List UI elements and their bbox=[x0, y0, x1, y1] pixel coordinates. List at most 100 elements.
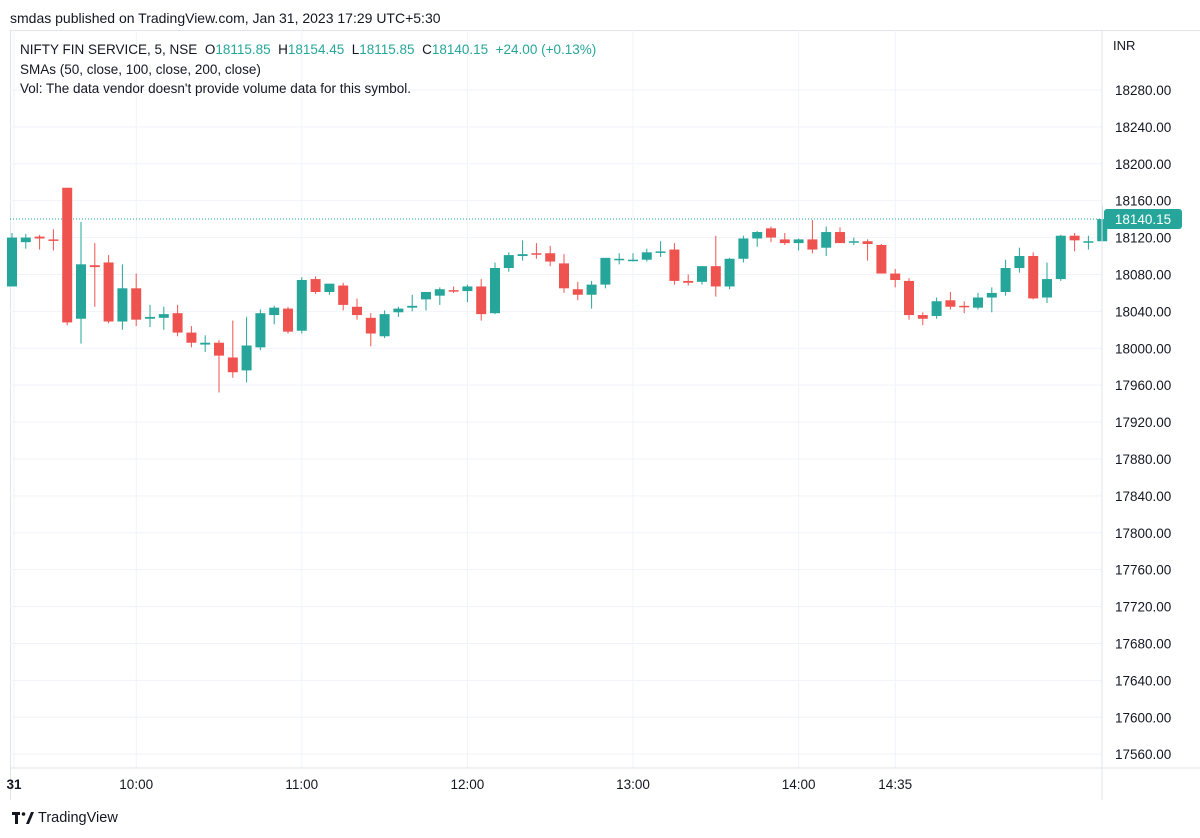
candle[interactable] bbox=[352, 298, 362, 320]
candle-body bbox=[241, 345, 252, 371]
candle[interactable] bbox=[669, 243, 680, 285]
candle[interactable] bbox=[973, 292, 983, 310]
candle[interactable] bbox=[172, 304, 183, 337]
chart-pane[interactable] bbox=[10, 30, 1200, 800]
candle[interactable] bbox=[835, 227, 845, 244]
candle[interactable] bbox=[476, 279, 487, 321]
candle[interactable] bbox=[421, 291, 431, 311]
candle[interactable] bbox=[462, 284, 473, 303]
candle[interactable] bbox=[503, 252, 514, 272]
candle[interactable] bbox=[393, 306, 404, 317]
candle[interactable] bbox=[600, 257, 611, 289]
candle[interactable] bbox=[269, 305, 280, 325]
candle[interactable] bbox=[227, 320, 238, 378]
candle[interactable] bbox=[586, 280, 597, 309]
price-axis[interactable]: 18280.00 18240.00 18200.00 18160.00 18120.00… bbox=[1115, 83, 1171, 762]
candle[interactable] bbox=[710, 235, 721, 297]
candle[interactable] bbox=[186, 326, 197, 348]
candle[interactable] bbox=[1014, 247, 1025, 273]
candle[interactable] bbox=[572, 281, 583, 301]
candle[interactable] bbox=[821, 226, 832, 257]
candle[interactable] bbox=[752, 231, 763, 247]
candle[interactable] bbox=[200, 335, 211, 352]
candle[interactable] bbox=[876, 244, 887, 274]
candle[interactable] bbox=[848, 237, 859, 245]
published-caption: smdas published on TradingView.com, Jan … bbox=[10, 10, 441, 26]
candle[interactable] bbox=[738, 235, 749, 263]
candle[interactable] bbox=[158, 306, 169, 330]
candle[interactable] bbox=[917, 312, 928, 326]
candle[interactable] bbox=[1000, 259, 1011, 296]
candle[interactable] bbox=[145, 304, 155, 328]
candle[interactable] bbox=[76, 221, 86, 344]
candle[interactable] bbox=[793, 238, 804, 251]
candle[interactable] bbox=[683, 274, 694, 286]
candle-body bbox=[724, 258, 735, 287]
candle[interactable] bbox=[531, 243, 542, 259]
candle[interactable] bbox=[62, 187, 73, 326]
candle[interactable] bbox=[1069, 232, 1080, 252]
candle[interactable] bbox=[931, 297, 942, 319]
candle[interactable] bbox=[517, 240, 528, 261]
candle[interactable] bbox=[34, 234, 45, 250]
footer-brand[interactable]: TradingView bbox=[12, 810, 118, 826]
last-price-tag: 18140.15 bbox=[1104, 208, 1182, 229]
candles[interactable] bbox=[7, 187, 1108, 393]
candle[interactable] bbox=[904, 278, 914, 320]
candle[interactable] bbox=[89, 243, 100, 307]
candle-body bbox=[628, 259, 638, 262]
candle[interactable] bbox=[986, 287, 997, 313]
candle[interactable] bbox=[20, 233, 31, 249]
legend-volume-note[interactable]: Vol: The data vendor doesn't provide vol… bbox=[20, 81, 412, 96]
legend-indicator[interactable]: SMAs (50, close, 100, close, 200, close) bbox=[20, 62, 261, 77]
candle[interactable] bbox=[448, 286, 459, 293]
candle[interactable] bbox=[628, 253, 638, 262]
time-tick-label: 11:00 bbox=[285, 777, 318, 792]
candle[interactable] bbox=[283, 306, 293, 334]
candle[interactable] bbox=[724, 257, 735, 290]
candle[interactable] bbox=[779, 232, 790, 245]
candle[interactable] bbox=[490, 262, 500, 315]
candle[interactable] bbox=[766, 226, 776, 243]
candle[interactable] bbox=[697, 266, 707, 285]
candle[interactable] bbox=[862, 239, 873, 261]
candle[interactable] bbox=[559, 254, 569, 293]
candle[interactable] bbox=[241, 316, 252, 383]
candle[interactable] bbox=[641, 248, 652, 262]
candle[interactable] bbox=[545, 245, 556, 267]
candle[interactable] bbox=[310, 276, 321, 294]
candle[interactable] bbox=[324, 283, 335, 295]
candle[interactable] bbox=[434, 287, 445, 305]
candle[interactable] bbox=[945, 291, 956, 310]
currency-label: INR bbox=[1113, 38, 1135, 53]
candle[interactable] bbox=[103, 255, 114, 324]
candle[interactable] bbox=[959, 301, 970, 314]
time-axis[interactable]: 31 10:00 11:00 12:00 13:00 14:00 14:35 bbox=[6, 777, 912, 792]
candle[interactable] bbox=[296, 277, 307, 334]
candle[interactable] bbox=[407, 294, 418, 312]
candle[interactable] bbox=[255, 309, 266, 351]
candle[interactable] bbox=[1042, 262, 1052, 304]
candle-body bbox=[683, 280, 694, 283]
candle[interactable] bbox=[131, 273, 142, 327]
candle-body bbox=[365, 317, 376, 334]
candle[interactable] bbox=[1028, 252, 1039, 300]
candle[interactable] bbox=[7, 232, 17, 287]
candle[interactable] bbox=[117, 264, 128, 330]
candle[interactable] bbox=[1055, 234, 1066, 281]
candle[interactable] bbox=[379, 310, 390, 339]
candle[interactable] bbox=[48, 229, 59, 251]
legend-symbol[interactable]: NIFTY FIN SERVICE, 5, NSE bbox=[20, 42, 198, 57]
candle[interactable] bbox=[890, 268, 901, 288]
candle[interactable] bbox=[338, 282, 349, 311]
candle-body bbox=[172, 313, 183, 333]
candle[interactable] bbox=[365, 313, 376, 347]
candle[interactable] bbox=[614, 253, 625, 265]
candle[interactable] bbox=[1083, 235, 1094, 250]
candle[interactable] bbox=[807, 220, 818, 254]
candle-body bbox=[655, 251, 666, 253]
candle-body bbox=[904, 280, 914, 316]
candle[interactable] bbox=[655, 241, 666, 257]
candle[interactable] bbox=[214, 339, 224, 393]
